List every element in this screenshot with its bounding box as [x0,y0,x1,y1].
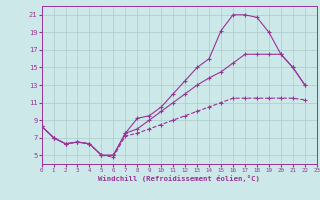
X-axis label: Windchill (Refroidissement éolien,°C): Windchill (Refroidissement éolien,°C) [98,175,260,182]
